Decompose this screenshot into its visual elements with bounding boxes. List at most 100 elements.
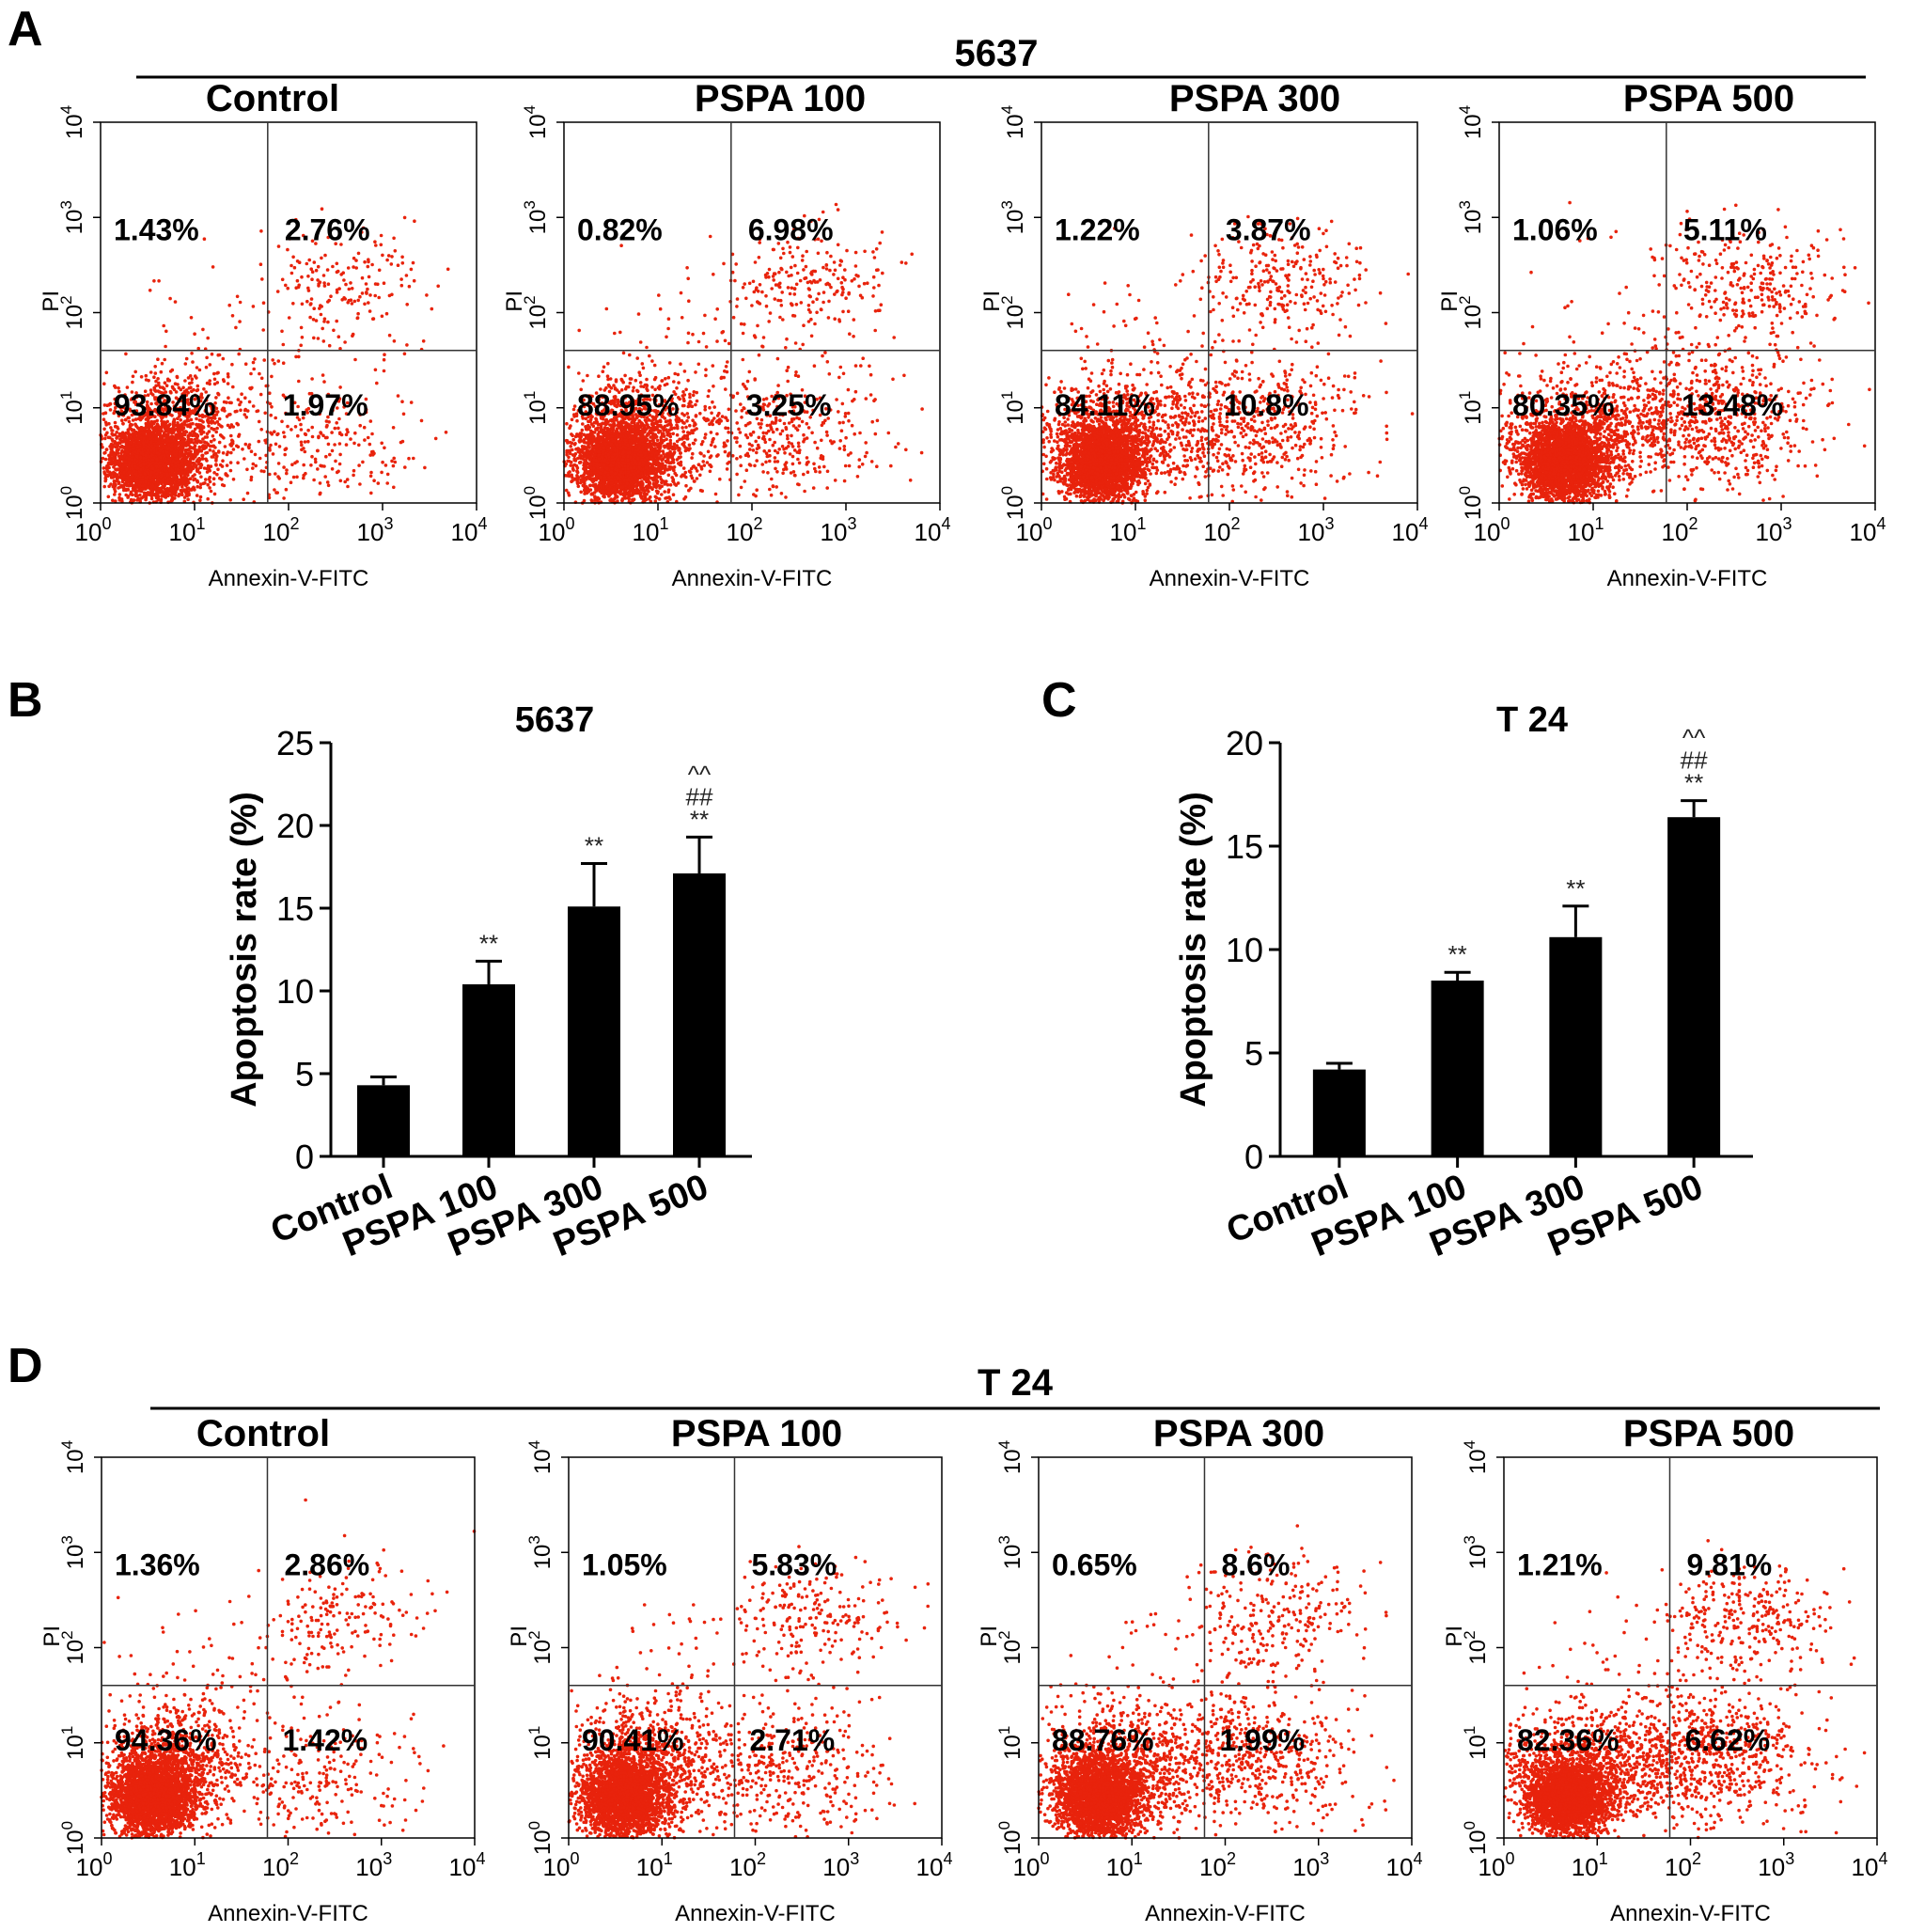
y-tick-exp: 3 (525, 1535, 543, 1544)
y-tick-base: 10 (62, 400, 87, 425)
y-tick-exp: 1 (57, 391, 75, 400)
quadrant-lower-left: 93.84% (114, 388, 216, 422)
plot-title: PSPA 100 (671, 1413, 842, 1454)
x-tick-label: 104 (915, 514, 951, 546)
y-tick-label: 101 (1456, 391, 1486, 425)
y-axis-label: PI (979, 291, 1005, 312)
y-tick-label: 104 (521, 105, 551, 139)
y-tick-base: 10 (63, 1735, 88, 1760)
y-tick-exp: 0 (998, 486, 1016, 495)
y-tick-base: 10 (530, 1545, 555, 1570)
quadrant-lower-right: 2.71% (749, 1723, 835, 1757)
event-dots (1503, 1539, 1867, 1840)
x-tick-exp: 3 (850, 1849, 859, 1868)
significance-mark: ** (1448, 940, 1467, 968)
y-axis-label: PI (977, 1626, 1002, 1647)
panel-letter-a: A (8, 2, 43, 56)
y-tick-base: 10 (1461, 400, 1486, 425)
x-tick-label: 102 (262, 1849, 299, 1881)
chart-title: 5637 (515, 700, 595, 740)
x-tick-exp: 0 (102, 1849, 112, 1868)
plot-title: PSPA 300 (1169, 78, 1340, 119)
event-dots (562, 202, 924, 505)
x-tick-label: 101 (169, 1849, 206, 1881)
x-tick-exp: 2 (289, 514, 299, 533)
x-tick-base: 10 (821, 518, 848, 546)
x-tick-label: 104 (916, 1849, 953, 1881)
x-tick-label: 103 (1758, 1849, 1794, 1881)
x-tick-exp: 3 (847, 514, 856, 533)
y-tick-label: 101 (998, 391, 1028, 425)
significance-mark: ** (585, 831, 603, 859)
x-tick-base: 10 (1386, 1853, 1414, 1881)
x-tick-label: 103 (357, 514, 394, 546)
x-tick-label: 102 (263, 514, 300, 546)
x-tick-base: 10 (822, 1853, 850, 1881)
y-tick-label: 103 (1461, 1535, 1491, 1569)
x-axis-label: Annexin-V-FITC (208, 1901, 368, 1926)
x-tick-exp: 4 (1413, 1849, 1422, 1868)
y-tick-base: 10 (1465, 1830, 1491, 1855)
y-tick-exp: 1 (58, 1726, 76, 1735)
quadrant-upper-right: 2.86% (284, 1548, 369, 1582)
flow-plot: 100100101101102102103103104104Annexin-V-… (502, 78, 950, 591)
significance-mark: ** (690, 805, 709, 833)
x-tick-label: 101 (1110, 514, 1147, 546)
x-tick-base: 10 (451, 518, 478, 546)
y-tick-label: 103 (525, 1535, 555, 1569)
x-tick-exp: 0 (1040, 1849, 1049, 1868)
x-tick-label: 101 (1106, 1849, 1143, 1881)
x-tick-exp: 2 (1688, 514, 1698, 533)
y-tick-exp: 2 (521, 295, 539, 304)
x-tick-exp: 2 (1227, 1849, 1236, 1868)
x-tick-label: 101 (1568, 514, 1604, 546)
y-tick-base: 10 (1465, 1449, 1491, 1474)
y-tick-exp: 3 (521, 200, 539, 209)
x-tick-base: 10 (543, 1853, 571, 1881)
x-tick-exp: 3 (1320, 1849, 1329, 1868)
x-axis-label: Annexin-V-FITC (1610, 1901, 1771, 1926)
y-tick-exp: 3 (1461, 1535, 1479, 1544)
y-tick-exp: 4 (1456, 105, 1474, 114)
x-tick-label: 103 (1756, 514, 1792, 546)
y-tick-label: 104 (525, 1440, 555, 1474)
y-tick-base: 10 (62, 305, 87, 330)
bar (1431, 981, 1484, 1156)
x-tick-exp: 1 (659, 514, 668, 533)
significance-mark: ** (479, 929, 498, 957)
quadrant-upper-right: 6.98% (748, 213, 834, 247)
y-tick-label: 104 (1461, 1440, 1491, 1474)
quadrant-upper-left: 1.43% (114, 213, 199, 247)
y-tick-label: 100 (1461, 1821, 1491, 1855)
y-tick-exp: 0 (1461, 1821, 1479, 1830)
y-tick-exp: 4 (525, 1440, 543, 1449)
quadrant-lower-left: 84.11% (1055, 388, 1155, 422)
x-tick-exp: 1 (1136, 514, 1146, 533)
y-tick-base: 10 (63, 1545, 88, 1570)
x-tick-label: 103 (1298, 514, 1335, 546)
x-tick-exp: 0 (1500, 514, 1510, 533)
y-axis-label: Apoptosis rate (%) (225, 792, 264, 1107)
y-tick-label: 101 (58, 1726, 88, 1760)
quadrant-lower-right: 6.62% (1684, 1723, 1770, 1757)
y-tick-label: 5 (295, 1055, 314, 1093)
quadrant-lower-left: 90.41% (582, 1723, 684, 1757)
y-tick-label: 103 (521, 200, 551, 234)
significance-mark: ## (686, 782, 713, 810)
quadrant-upper-right: 2.76% (285, 213, 370, 247)
bar (357, 1085, 410, 1156)
y-tick-label: 104 (58, 1440, 88, 1474)
significance-mark: ## (1681, 746, 1708, 775)
y-tick-exp: 3 (1456, 200, 1474, 209)
x-tick-base: 10 (1572, 1853, 1599, 1881)
y-tick-label: 0 (1244, 1138, 1263, 1176)
y-tick-label: 10 (1226, 931, 1263, 969)
flow-plot: 100100101101102102103103104104Annexin-V-… (39, 78, 487, 591)
y-tick-label: 102 (998, 295, 1028, 329)
significance-mark: ** (1684, 769, 1703, 797)
x-tick-base: 10 (729, 1853, 757, 1881)
y-tick-exp: 2 (58, 1630, 76, 1639)
x-tick-label: 104 (449, 1849, 486, 1881)
y-tick-label: 102 (1461, 1630, 1491, 1664)
quadrant-lower-left: 82.36% (1517, 1723, 1620, 1757)
